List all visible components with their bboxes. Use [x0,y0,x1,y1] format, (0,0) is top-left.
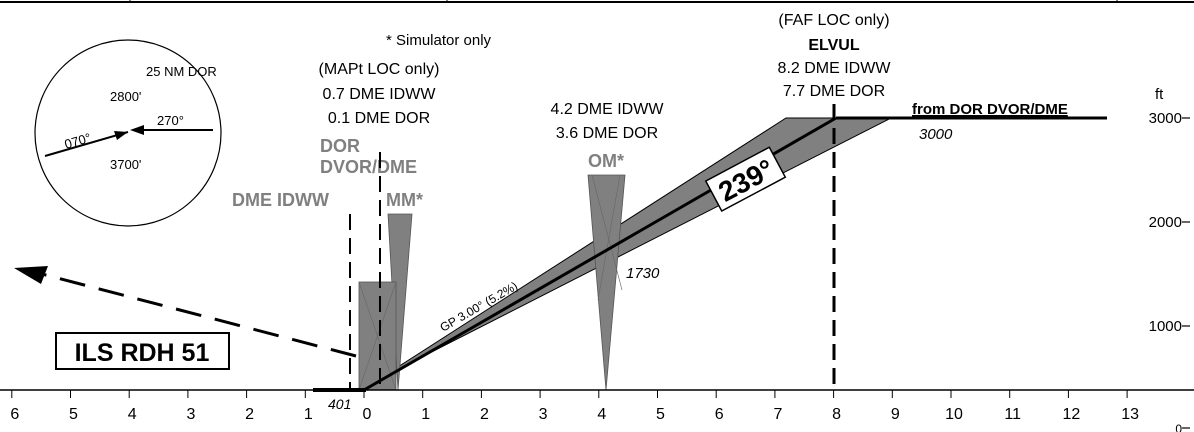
holding-inset: 25 NM DOR 2800' 3700' 070° 270° [34,39,222,227]
mapt-dme-dor: 0.1 DME DOR [328,110,430,127]
ils-rdh-box [55,332,230,370]
holding-circle [34,39,222,227]
cone-hatch [591,174,623,291]
distance-tick-label: 3 [539,406,548,423]
holding-bearing-right: 270° [157,113,184,128]
mapt-note: (MAPt LOC only) [319,61,440,78]
distance-tick-label: 12 [1063,406,1081,423]
distance-tick-label: 0 [363,406,372,423]
altitude-unit: ft [1155,86,1164,103]
inbound-track-line [44,131,129,157]
distance-tick-label: 10 [945,406,963,423]
om-dme-idww: 4.2 DME IDWW [551,101,665,118]
holding-alt-upper: 2800' [110,89,141,104]
cone-hatch [597,174,621,301]
distance-tick-label: 4 [597,406,606,423]
from-dor-label: from DOR DVOR/DME [912,101,1068,118]
faf-name: ELVUL [808,37,859,54]
outer-marker-cone [587,174,626,391]
dor-label: DOR [320,136,360,156]
altitude-scale: 3000 2000 1000 0 [1149,110,1190,432]
faf-dme-idww: 8.2 DME IDWW [778,60,892,77]
holding-alt-lower: 3700' [110,157,141,172]
distance-tick-label: 6 [10,406,19,423]
outbound-arrow-head [130,125,144,135]
distance-tick-label: 8 [832,406,841,423]
distance-tick-label: 13 [1121,406,1139,423]
dvor-dme-label: DVOR/DME [320,157,417,177]
distance-tick-label: 5 [69,406,78,423]
om-label: OM* [588,151,624,171]
altitude-tick-label: 1000 [1149,318,1182,335]
mapt-dme-idww: 0.7 DME IDWW [323,86,437,103]
ils-rdh-label: ILS RDH 51 [75,339,210,367]
altitude-tick-label: 2000 [1149,214,1182,231]
distance-tick-label: 4 [128,406,137,423]
distance-tick-label: 11 [1004,406,1021,423]
dme-idww-label: DME IDWW [232,190,329,210]
distance-tick-label: 1 [304,406,313,423]
glidepath-protection-area [361,117,892,391]
block-hatch [358,281,397,391]
altitude-tick-label: 0 [1175,422,1182,432]
mm-label: MM* [386,190,423,210]
distance-tick-label: 5 [656,406,665,423]
faf-dme-dor: 7.7 DME DOR [783,83,885,100]
course-box-frame [704,146,787,213]
om-altitude: 1730 [626,265,660,282]
threshold-elevation: 401 [328,396,351,412]
holding-bearing-left: 070° [63,130,93,152]
intermediate-altitude: 3000 [919,126,953,143]
faf-note: (FAF LOC only) [778,12,889,29]
distance-tick-label: 2 [480,406,489,423]
distance-tick-label: 1 [421,406,430,423]
altitude-tick-label: 3000 [1149,110,1182,127]
simulator-only-note: * Simulator only [386,32,492,49]
distance-tick-label: 9 [891,406,900,423]
inbound-arrow-head [114,131,128,140]
distance-tick-label: 6 [715,406,724,423]
course-box: 239° [704,146,787,213]
distance-tick-label: 3 [186,406,195,423]
missed-approach-arrow-head [14,266,48,284]
om-dme-dor: 3.6 DME DOR [556,125,658,142]
distance-tick-label: 7 [773,406,782,423]
missed-approach-path [41,272,357,358]
distance-tick-label: 2 [245,406,254,423]
distance-scale: 6 5 4 3 2 1 0 1 2 3 4 5 6 7 8 9 10 11 12 13 [10,390,1139,423]
holding-label-top: 25 NM DOR [146,64,217,79]
